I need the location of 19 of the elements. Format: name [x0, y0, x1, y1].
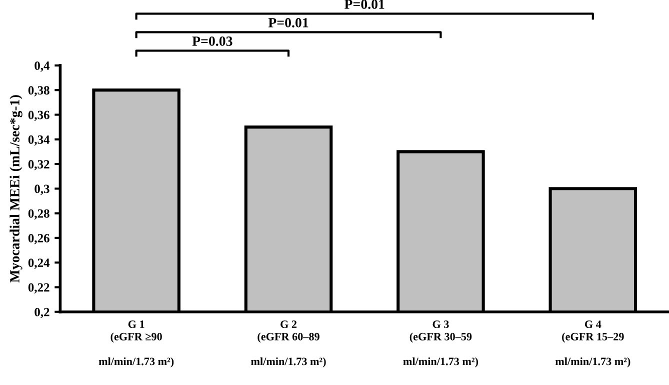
y-tick-label: 0,32: [28, 160, 50, 170]
y-tick-label: 0,22: [28, 283, 50, 294]
y-tick-label: 0,38: [28, 86, 50, 96]
y-axis-title: Myocardial MEEi (mL/sec*g-1): [10, 95, 22, 283]
y-tick-label: 0,4: [34, 61, 50, 72]
y-tick-label: 0,34: [28, 135, 50, 146]
y-tick-label: 0,24: [28, 258, 50, 269]
y-tick-label: 0,2: [34, 308, 50, 318]
text: P=0.01: [268, 18, 308, 28]
text: P=0.03: [192, 36, 232, 46]
y-tick-label: 0,26: [28, 234, 50, 244]
text: P=0.01: [344, 0, 384, 9]
category-label: G 2 (eGFR 60–89 ml/min/1.73 m²): [251, 320, 326, 368]
category-label: G 3 (eGFR 30–59 ml/min/1.73 m²): [403, 320, 478, 368]
category-label: G 4 (eGFR 15–29 ml/min/1.73 m²): [555, 320, 630, 368]
category-label: G 1 (eGFR ≥90 ml/min/1.73 m²): [98, 320, 174, 368]
y-tick-label: 0,36: [28, 110, 50, 121]
y-tick-label: 0,28: [28, 209, 50, 220]
y-tick-label: 0,3: [34, 184, 50, 195]
